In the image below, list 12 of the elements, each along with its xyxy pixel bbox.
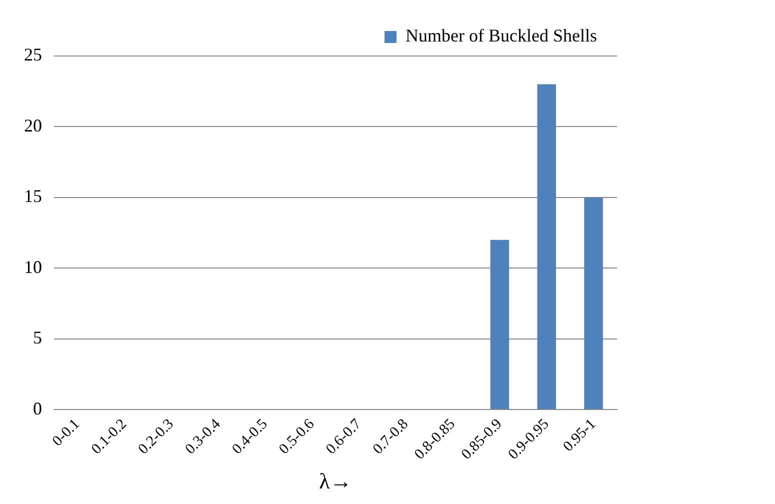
legend-label: Number of Buckled Shells (406, 26, 598, 46)
bar (490, 240, 510, 410)
y-tick-label: 15 (24, 186, 42, 206)
bar (537, 84, 556, 410)
y-tick-label: 20 (24, 115, 42, 136)
y-tick-label: 5 (33, 328, 42, 348)
y-tick-label: 10 (24, 256, 42, 277)
y-tick-label: 25 (24, 44, 42, 65)
bar (584, 197, 603, 410)
x-axis-title: λ→ (319, 468, 352, 494)
x-tick-label: 0-0.1 (50, 416, 84, 450)
y-tick-label: 0 (33, 398, 42, 418)
